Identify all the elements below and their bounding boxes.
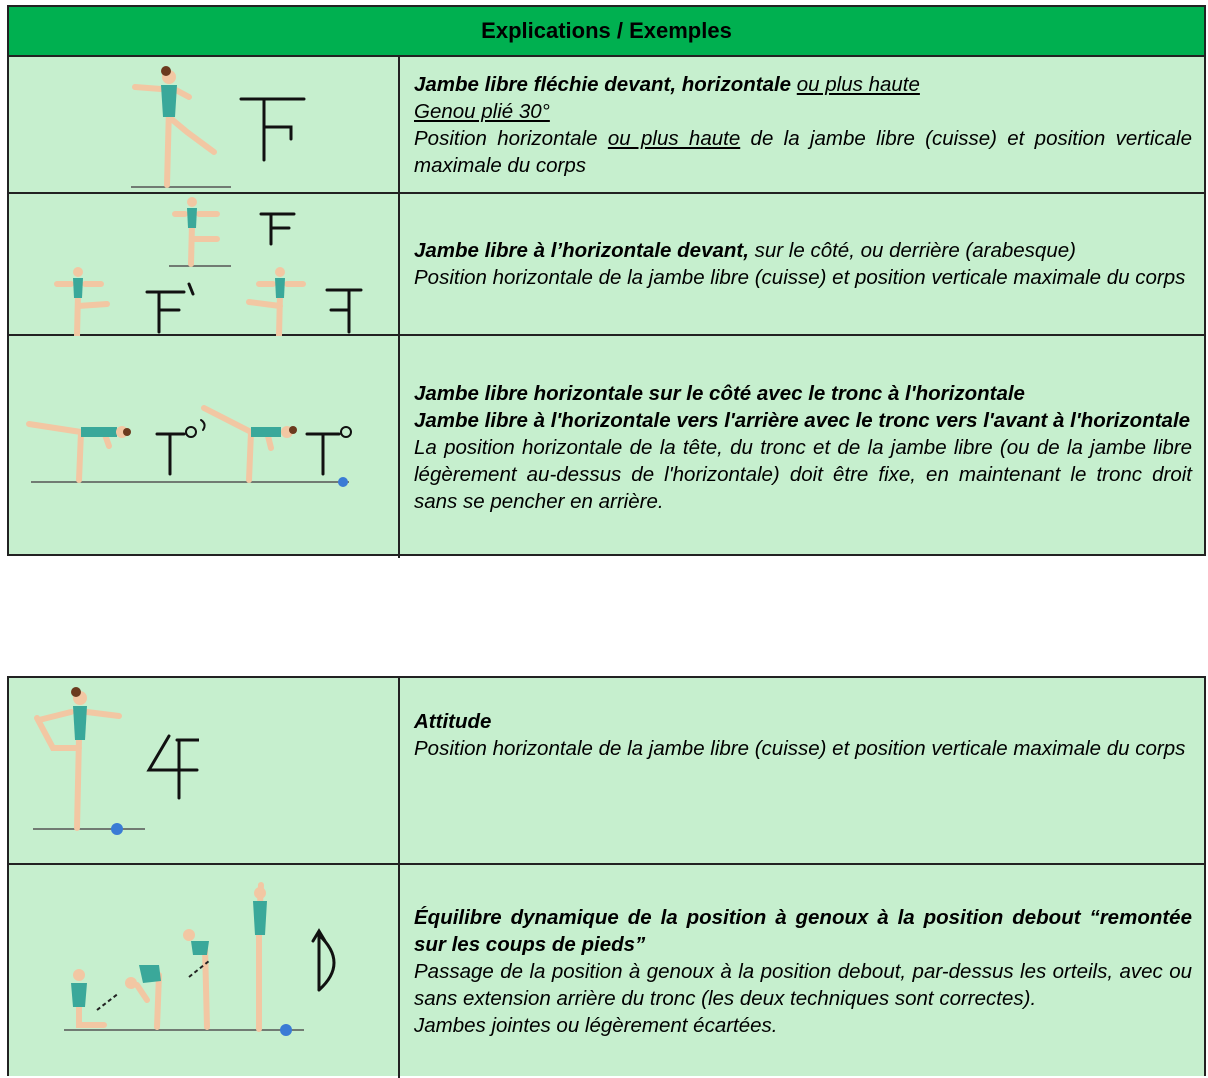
table-row: Jambe libre à l’horizontale devant, sur … (9, 194, 1204, 336)
figure (54, 197, 363, 336)
table-row: Jambe libre fléchie devant, horizontale … (9, 57, 1204, 194)
figure (131, 66, 306, 188)
figure (26, 405, 352, 487)
explanation: Jambe libre à l’horizontale devant, sur … (400, 194, 1204, 334)
text-run: Jambe libre à l'horizontale vers l'arriè… (414, 408, 1191, 432)
paragraph: Jambes jointes ou légèrement écartées. (414, 1012, 1192, 1039)
paragraph: Jambe libre fléchie devant, horizontale … (414, 71, 1192, 98)
table-row: Attitude Position horizontale de la jambe… (9, 678, 1204, 865)
text-run: ou plus haute (796, 72, 920, 96)
illustration (9, 194, 400, 336)
illustration (9, 678, 400, 863)
text-run: ou plus haute (607, 126, 741, 150)
table-row: Jambe libre horizontale sur le côté avec… (9, 336, 1204, 558)
paragraph: Attitude (414, 708, 1192, 735)
paragraph: Position horizontale de la jambe libre (… (414, 264, 1192, 291)
text-run: Genou plié 30° (414, 99, 550, 123)
text-run: de la jambe libre (cuisse) et position v… (414, 126, 1192, 177)
table-row: Équilibre dynamique de la position à gen… (9, 865, 1204, 1078)
text-run: Jambes jointes ou légèrement écartées. (414, 1014, 778, 1037)
explanation: Jambe libre fléchie devant, horizontale … (400, 57, 1204, 192)
text-run: Passage de la position à genoux à la pos… (414, 960, 1192, 1010)
text-run: Position horizontale de la jambe libre (… (414, 266, 1186, 289)
text-run: sur le côté, ou derrière (arabesque) (748, 239, 1076, 262)
text-run: Position horizontale de la jambe libre (… (414, 737, 1186, 760)
explanation: Attitude Position horizontale de la jambe… (400, 678, 1204, 863)
table-header: Explications / Exemples (9, 7, 1204, 57)
explanation: Équilibre dynamique de la position à gen… (400, 865, 1204, 1078)
text-run: Position horizontale (414, 126, 608, 150)
paragraph: Jambe libre à l’horizontale devant, sur … (414, 237, 1192, 264)
paragraph: Genou plié 30° (414, 98, 1192, 125)
text-run: Attitude (414, 710, 492, 733)
paragraph: Jambe libre à l'horizontale vers l'arriè… (414, 407, 1192, 434)
paragraph: Équilibre dynamique de la position à gen… (414, 904, 1192, 958)
text-run: Jambe libre fléchie devant, horizontale (414, 72, 797, 96)
text-run: Jambe libre horizontale sur le côté avec… (414, 381, 1025, 405)
paragraph: Position horizontale de la jambe libre (… (414, 735, 1192, 762)
text-run: Équilibre dynamique de la position à gen… (414, 906, 1192, 956)
figure (33, 687, 199, 835)
paragraph: La position horizontale de la tête, du t… (414, 434, 1192, 515)
table: Attitude Position horizontale de la jambe… (7, 676, 1206, 1078)
illustration (9, 865, 400, 1078)
illustration (9, 336, 400, 558)
text-run: La position horizontale de la tête, du t… (414, 435, 1192, 513)
figure (64, 882, 336, 1036)
text-run: Jambe libre à l’horizontale devant, (414, 239, 749, 262)
table: Explications / Exemples Jambe libre fléc… (7, 5, 1206, 558)
paragraph: Position horizontale ou plus haute de la… (414, 125, 1192, 179)
paragraph: Jambe libre horizontale sur le côté avec… (414, 380, 1192, 407)
illustration (9, 57, 400, 192)
explanation: Jambe libre horizontale sur le côté avec… (400, 336, 1204, 558)
paragraph: Passage de la position à genoux à la pos… (414, 958, 1192, 1012)
